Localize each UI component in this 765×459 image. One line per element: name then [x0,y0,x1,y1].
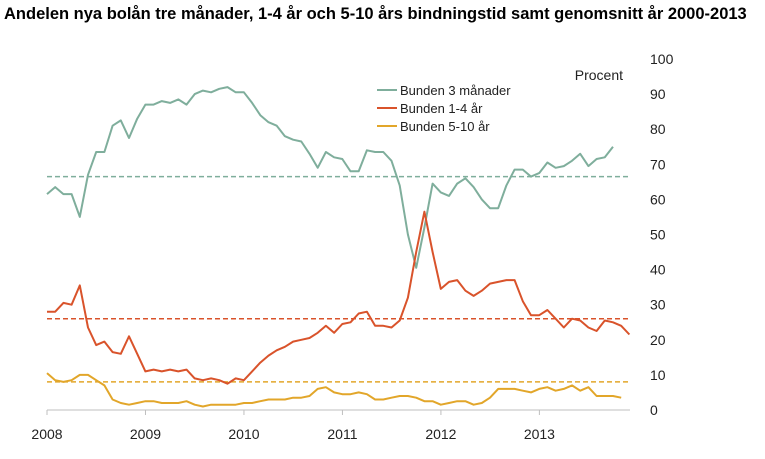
y-tick-label: 90 [650,86,666,102]
legend-label: Bunden 5-10 år [400,119,490,134]
x-tick-label: 2009 [130,426,161,442]
x-tick-label: 2010 [228,426,259,442]
y-tick-label: 30 [650,297,666,313]
legend: Bunden 3 månader Bunden 1-4 år Bunden 5-10… [377,83,511,134]
legend-label: Bunden 1-4 år [400,101,483,116]
average-lines [47,175,630,383]
x-tick-label: 2008 [31,426,62,442]
y-tick-label: 20 [650,332,666,348]
series-line [46,372,622,408]
y-tick-label: 70 [650,156,666,172]
x-tick-label: 2013 [524,426,555,442]
x-tick-label: 2012 [425,426,456,442]
y-axis: 0 10 20 30 40 50 60 70 80 90 100 [650,51,674,418]
y-axis-unit-label: Procent [575,67,623,83]
y-tick-label: 100 [650,51,674,67]
y-tick-label: 60 [650,191,666,207]
x-axis: 2008 2009 2010 2011 2012 2013 [31,409,630,442]
y-tick-label: 10 [650,367,666,383]
chart-title: Andelen nya bolån tre månader, 1-4 år oc… [4,5,747,23]
y-tick-label: 80 [650,121,666,137]
series-line [46,86,614,269]
series-lines [46,86,631,408]
y-tick-label: 50 [650,227,666,243]
legend-label: Bunden 3 månader [400,83,511,98]
series-line [47,210,631,385]
x-tick-label: 2011 [327,426,357,442]
y-tick-label: 0 [650,402,658,418]
y-tick-label: 40 [650,262,666,278]
